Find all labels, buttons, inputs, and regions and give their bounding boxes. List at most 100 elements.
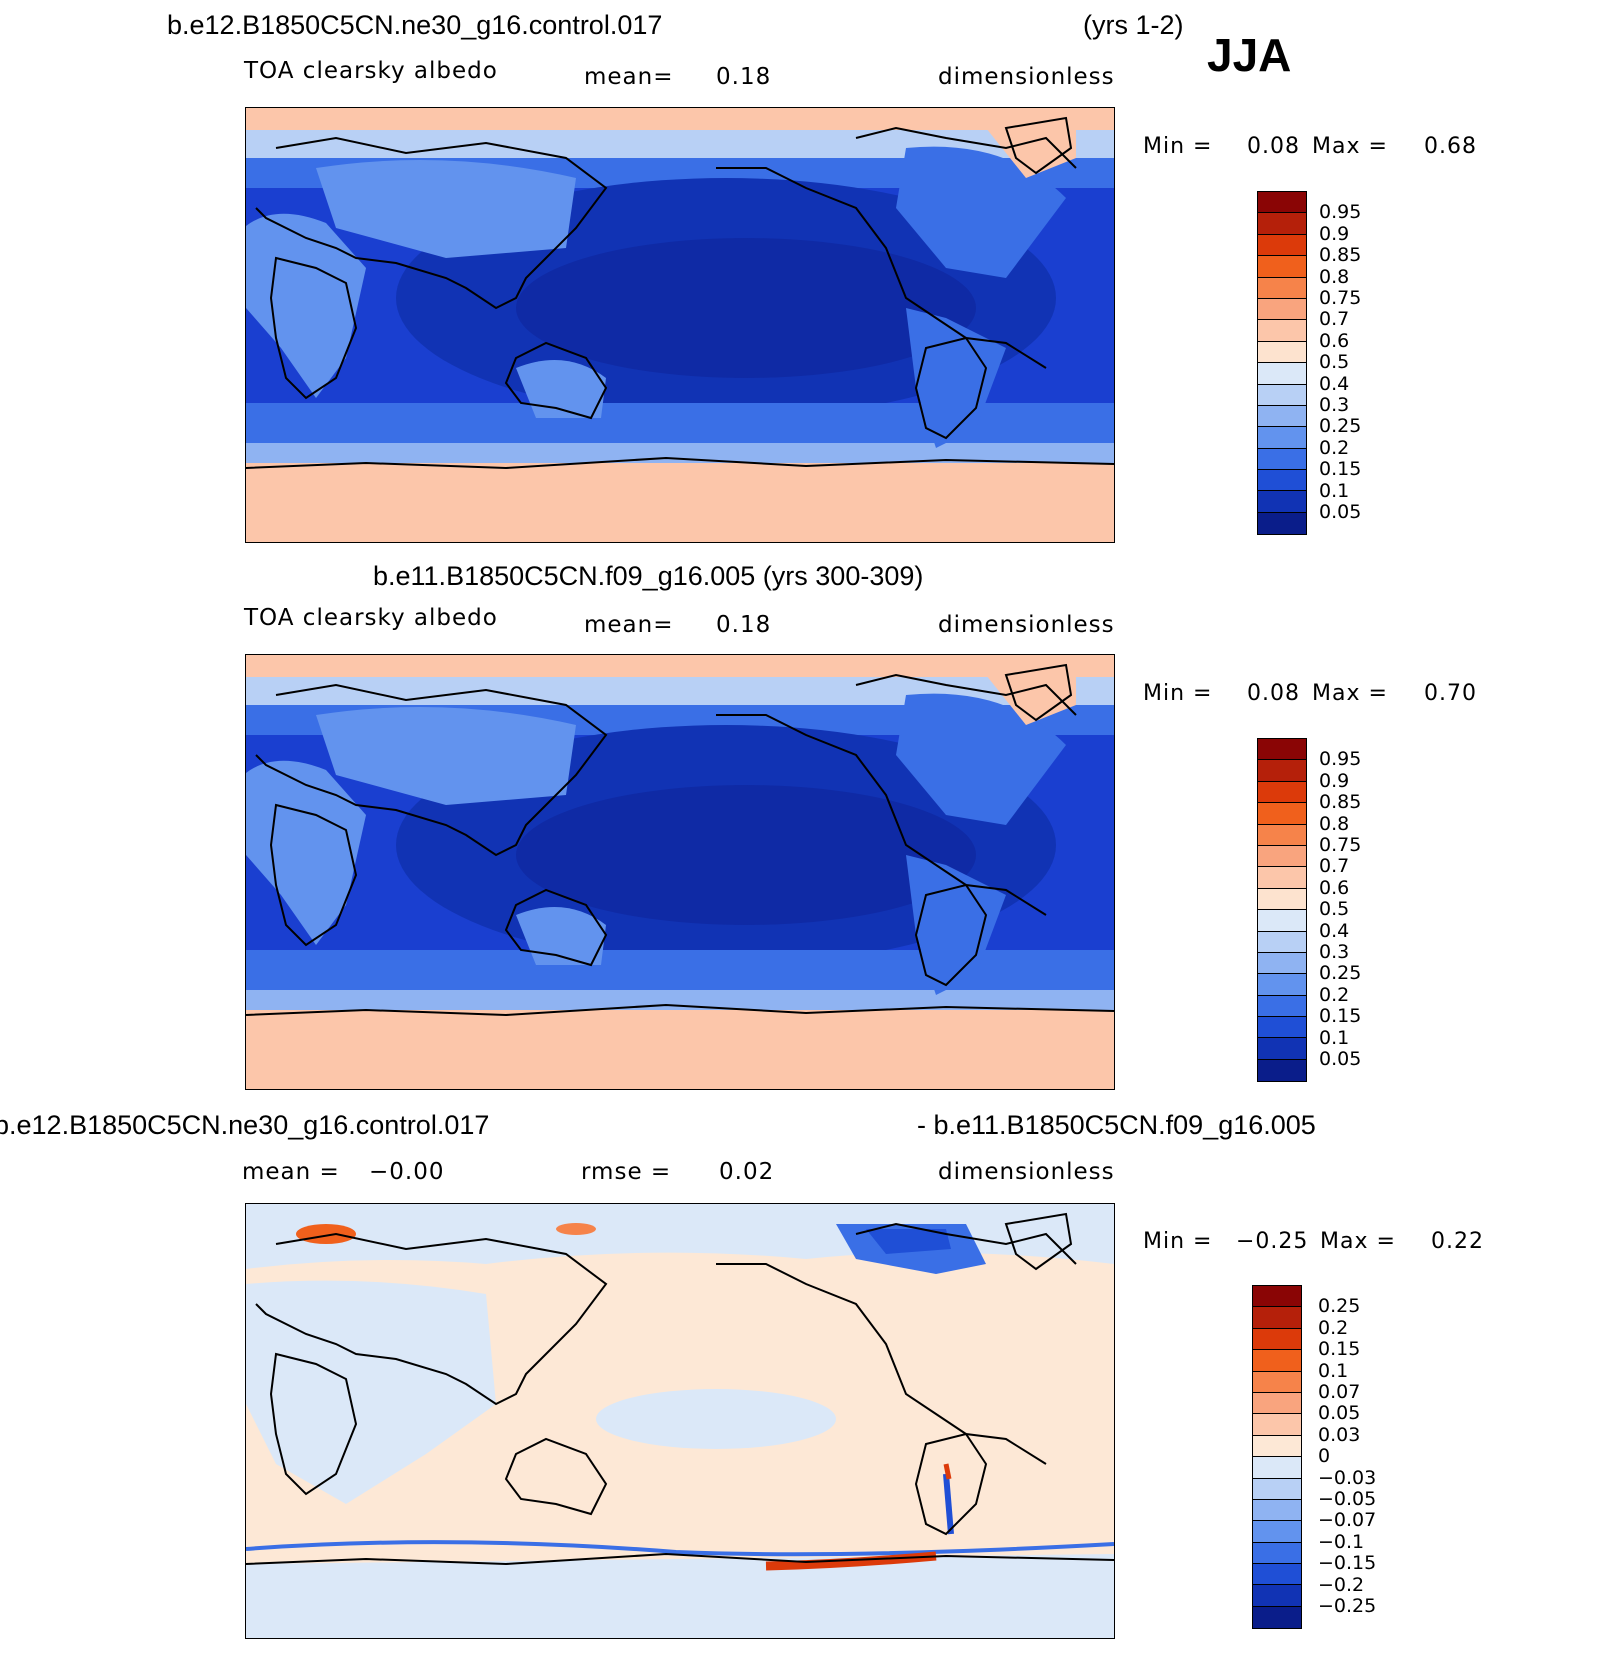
colorbar-tick-label: 0.85	[1319, 791, 1362, 814]
panel3-max-value: 0.22	[1431, 1229, 1484, 1254]
colorbar-swatch	[1253, 1307, 1301, 1329]
colorbar-tick-label: 0.9	[1319, 222, 1350, 245]
colorbar-swatch	[1258, 1038, 1306, 1060]
panel2-max-label: Max =	[1312, 681, 1388, 706]
panel1-case-title: b.e12.B1850C5CN.ne30_g16.control.017	[167, 10, 663, 40]
colorbar-tick-label: 0.05	[1318, 1402, 1361, 1425]
colorbar-tick-label: −0.25	[1318, 1595, 1377, 1617]
colorbar-tick-label: 0.5	[1319, 351, 1350, 374]
colorbar-swatch	[1258, 910, 1306, 932]
panel3-max-label: Max =	[1320, 1229, 1396, 1254]
panel3-map	[245, 1203, 1115, 1639]
colorbar-tick-label: 0.05	[1319, 501, 1362, 523]
panel1-min-label: Min =	[1143, 134, 1213, 159]
colorbar-swatch	[1258, 256, 1306, 278]
colorbar-swatch	[1253, 1564, 1301, 1586]
colorbar-swatch	[1258, 470, 1306, 492]
panel2-map	[245, 654, 1115, 1090]
panel1-colorbar	[1257, 191, 1307, 536]
colorbar-swatch	[1258, 405, 1306, 428]
panel1-map	[245, 107, 1115, 543]
panel3-mean-value: −0.00	[369, 1159, 445, 1185]
colorbar-swatch	[1253, 1499, 1301, 1522]
colorbar-tick-label: −0.15	[1318, 1552, 1377, 1575]
colorbar-tick-label: 0.15	[1319, 458, 1362, 481]
colorbar-swatch	[1253, 1542, 1301, 1565]
colorbar-tick-label: 0.6	[1319, 329, 1350, 352]
colorbar-tick-label: 0.3	[1319, 394, 1350, 416]
panel1-mean-value: 0.18	[716, 64, 772, 90]
colorbar-tick-label: 0.4	[1319, 372, 1350, 395]
colorbar-tick-label: 0.95	[1319, 748, 1362, 771]
colorbar-swatch	[1253, 1392, 1301, 1415]
colorbar-tick-label: 0.75	[1319, 834, 1362, 856]
colorbar-tick-label: 0.8	[1319, 265, 1350, 288]
colorbar-tick-label: −0.03	[1318, 1466, 1377, 1489]
colorbar-tick-label: 0.25	[1319, 415, 1362, 438]
colorbar-tick-label: 0.95	[1319, 201, 1362, 224]
panel3-rmse-label: rmse =	[581, 1159, 672, 1185]
colorbar-swatch	[1258, 320, 1306, 342]
colorbar-swatch	[1258, 781, 1306, 804]
colorbar-tick-label: 0.1	[1318, 1359, 1349, 1382]
panel2-min-label: Min =	[1143, 681, 1213, 706]
panel3-case-b: - b.e11.B1850C5CN.f09_g16.005	[917, 1110, 1316, 1140]
panel3-min-label: Min =	[1143, 1229, 1213, 1254]
colorbar-swatch	[1258, 448, 1306, 471]
colorbar-swatch	[1253, 1371, 1301, 1393]
colorbar-swatch	[1258, 363, 1306, 385]
colorbar-tick-label: 0.6	[1319, 876, 1350, 899]
colorbar-swatch	[1258, 298, 1306, 321]
colorbar-tick-label: 0.85	[1319, 244, 1362, 267]
colorbar-tick-label: 0.7	[1319, 308, 1350, 331]
panel2-colorbar	[1257, 738, 1307, 1083]
colorbar-tick-label: −0.1	[1318, 1530, 1365, 1553]
panel1-units: dimensionless	[938, 64, 1115, 90]
panel2-max-value: 0.70	[1424, 681, 1477, 706]
colorbar-swatch	[1258, 384, 1306, 406]
colorbar-swatch	[1258, 491, 1306, 513]
colorbar-swatch	[1258, 1059, 1306, 1082]
colorbar-swatch	[1258, 234, 1306, 257]
colorbar-swatch	[1258, 427, 1306, 449]
panel1-max-value: 0.68	[1424, 134, 1477, 159]
colorbar-swatch	[1258, 867, 1306, 889]
panel1-years: (yrs 1-2)	[1083, 10, 1184, 40]
colorbar-tick-label: 0.2	[1318, 1316, 1349, 1339]
colorbar-tick-label: 0.7	[1319, 855, 1350, 878]
colorbar-swatch	[1253, 1286, 1301, 1308]
colorbar-tick-label: 0.8	[1319, 812, 1350, 835]
colorbar-tick-label: 0.1	[1319, 479, 1350, 502]
colorbar-swatch	[1258, 192, 1306, 214]
colorbar-tick-label: 0.2	[1319, 436, 1350, 459]
panel1-mean-label: mean=	[584, 64, 674, 90]
colorbar-swatch	[1253, 1457, 1301, 1479]
colorbar-tick-label: 0.5	[1319, 898, 1350, 921]
colorbar-tick-label: 0.15	[1319, 1005, 1362, 1028]
colorbar-tick-label: −0.07	[1318, 1509, 1377, 1532]
colorbar-tick-label: 0.03	[1318, 1423, 1361, 1446]
panel3-units: dimensionless	[938, 1159, 1115, 1185]
colorbar-tick-label: 0.9	[1319, 769, 1350, 792]
colorbar-swatch	[1258, 974, 1306, 996]
panel3-mean-label: mean =	[242, 1159, 340, 1185]
colorbar-tick-label: 0.4	[1319, 919, 1350, 942]
colorbar-swatch	[1253, 1435, 1301, 1458]
colorbar-tick-label: 0.25	[1319, 962, 1362, 985]
colorbar-swatch	[1258, 931, 1306, 953]
colorbar-swatch	[1258, 341, 1306, 364]
colorbar-swatch	[1253, 1350, 1301, 1372]
panel2-variable: TOA clearsky albedo	[244, 605, 498, 631]
colorbar-tick-label: 0.05	[1319, 1048, 1362, 1070]
panel1-min-value: 0.08	[1247, 134, 1300, 159]
colorbar-swatch	[1258, 803, 1306, 825]
colorbar-tick-label: −0.05	[1318, 1488, 1377, 1510]
colorbar-swatch	[1258, 213, 1306, 235]
panel3-case-a: b.e12.B1850C5CN.ne30_g16.control.017	[0, 1110, 490, 1140]
panel2-mean-value: 0.18	[716, 612, 772, 638]
colorbar-swatch	[1253, 1521, 1301, 1543]
colorbar-swatch	[1253, 1585, 1301, 1607]
season-label: JJA	[1207, 29, 1292, 81]
colorbar-tick-label: 0.25	[1318, 1295, 1361, 1318]
panel3-min-value: −0.25	[1236, 1229, 1309, 1254]
